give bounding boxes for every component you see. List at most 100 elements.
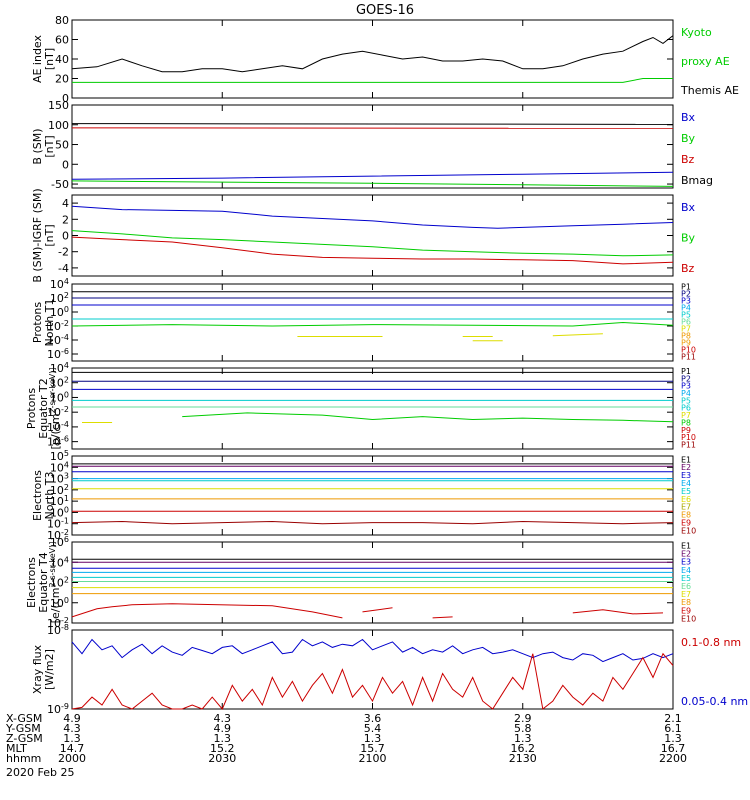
y-axis-label: B (SM)	[31, 128, 44, 164]
legend-entry: Kyoto	[681, 26, 712, 39]
y-axis-label: [nT]	[43, 224, 56, 246]
date-label: 2020 Feb 25	[6, 766, 74, 779]
orbit-value: 2000	[58, 752, 86, 765]
legend-entry: P10	[681, 346, 696, 355]
y-tick-label: 0	[62, 230, 69, 243]
legend-entry: P6	[681, 318, 691, 327]
y-tick-label: -4	[58, 262, 69, 275]
legend-entry: E8	[681, 511, 691, 520]
orbit-value: 2030	[208, 752, 236, 765]
orbit-value: 2200	[659, 752, 687, 765]
legend-entry: Themis AE	[680, 84, 739, 97]
legend-entry: By	[681, 132, 696, 145]
y-axis-label: Protons	[25, 388, 38, 429]
y-tick-label: 50	[55, 139, 69, 152]
series-line-7-11	[432, 616, 453, 619]
y-tick-label: 80	[55, 14, 69, 27]
orbit-value: 4.9	[214, 722, 232, 735]
series-line-6-9	[71, 520, 674, 525]
series-line-7-9	[71, 603, 343, 619]
legend-entry: E2	[681, 550, 691, 559]
legend-entry: P7	[681, 325, 691, 334]
orbit-value: 16.7	[661, 742, 686, 755]
y-tick-label: 10-6	[47, 347, 69, 361]
legend-entry: P4	[681, 389, 691, 398]
legend: Bx By Bz	[681, 201, 696, 275]
y-tick-label: 104	[50, 277, 69, 291]
series-line-3-2	[71, 230, 674, 257]
legend-entry: P11	[681, 353, 696, 362]
orbit-value: 5.8	[514, 722, 532, 735]
legend-entry: P9	[681, 426, 691, 435]
y-axis-label: Xray flux	[31, 644, 44, 694]
y-axis-label: Equator T4	[37, 552, 50, 612]
y-tick-label: 0	[62, 92, 69, 105]
orbit-row-label: MLT	[6, 742, 27, 755]
orbit-value: 5.4	[364, 722, 382, 735]
y-axis-label: Protons	[31, 302, 44, 343]
y-axis-label: [nT]	[43, 48, 56, 70]
series-line-7-12	[572, 609, 664, 615]
y-tick-label: -50	[51, 178, 69, 191]
series-line-3-1	[71, 205, 674, 229]
orbit-value: 3.6	[364, 712, 382, 725]
orbit-value: 16.2	[511, 742, 536, 755]
series-line-4-9	[552, 333, 603, 337]
legend-entry: Bmag	[681, 174, 713, 187]
orbit-value: 2.9	[514, 712, 532, 725]
series-line-7-10	[362, 607, 393, 613]
legend-entry: E9	[681, 606, 691, 615]
legend-entry: E3	[681, 471, 691, 480]
legend-entry: P5	[681, 396, 691, 405]
series-line-4-5	[71, 321, 674, 327]
y-axis-label: Electrons	[25, 557, 38, 608]
orbit-row-label: Y-GSM	[5, 722, 41, 735]
y-axis-label: North T1	[43, 299, 56, 347]
y-tick-label: 20	[55, 73, 69, 86]
legend-entry: E8	[681, 598, 691, 607]
legend-entry: Bx	[681, 111, 696, 124]
panel-frame	[71, 629, 674, 710]
legend-entry: P2	[681, 374, 691, 383]
legend-entry: Bz	[681, 153, 695, 166]
y-axis-label: Equator T2	[37, 378, 50, 438]
y-tick-label: 4	[62, 197, 69, 210]
legend-entry: E5	[681, 487, 691, 496]
legend-entry: P7	[681, 411, 691, 420]
legend-entry: 0.1-0.8 nm	[681, 636, 741, 649]
legend-entry: P3	[681, 297, 691, 306]
legend-entry: P8	[681, 332, 691, 341]
y-axis-label: B (SM)-IGRF (SM)	[31, 188, 44, 282]
legend-entry: E4	[681, 479, 691, 488]
legend-entry: P11	[681, 441, 696, 450]
legend: Bx By Bz Bmag	[681, 111, 713, 187]
orbit-value: 4.3	[214, 712, 232, 725]
panel-frame	[71, 283, 674, 362]
legend-entry: P6	[681, 404, 691, 413]
orbit-value: 15.7	[360, 742, 385, 755]
series-line-5-6	[182, 412, 674, 423]
orbit-value: 2130	[509, 752, 537, 765]
orbit-value: 1.3	[364, 732, 382, 745]
orbit-value: 1.3	[514, 732, 532, 745]
legend-entry: proxy AE	[681, 55, 730, 68]
panel-frame	[71, 104, 674, 189]
legend-entry: E6	[681, 495, 691, 504]
series-line-8-1	[71, 638, 674, 663]
legend-entry: P8	[681, 418, 691, 427]
y-tick-label: 150	[48, 99, 69, 112]
legend-entry: E1	[681, 455, 691, 464]
y-axis-label: [W/m2]	[43, 649, 56, 690]
legend-entry: E6	[681, 582, 691, 591]
panel-frame	[71, 194, 674, 277]
legend-entry: E7	[681, 590, 691, 599]
